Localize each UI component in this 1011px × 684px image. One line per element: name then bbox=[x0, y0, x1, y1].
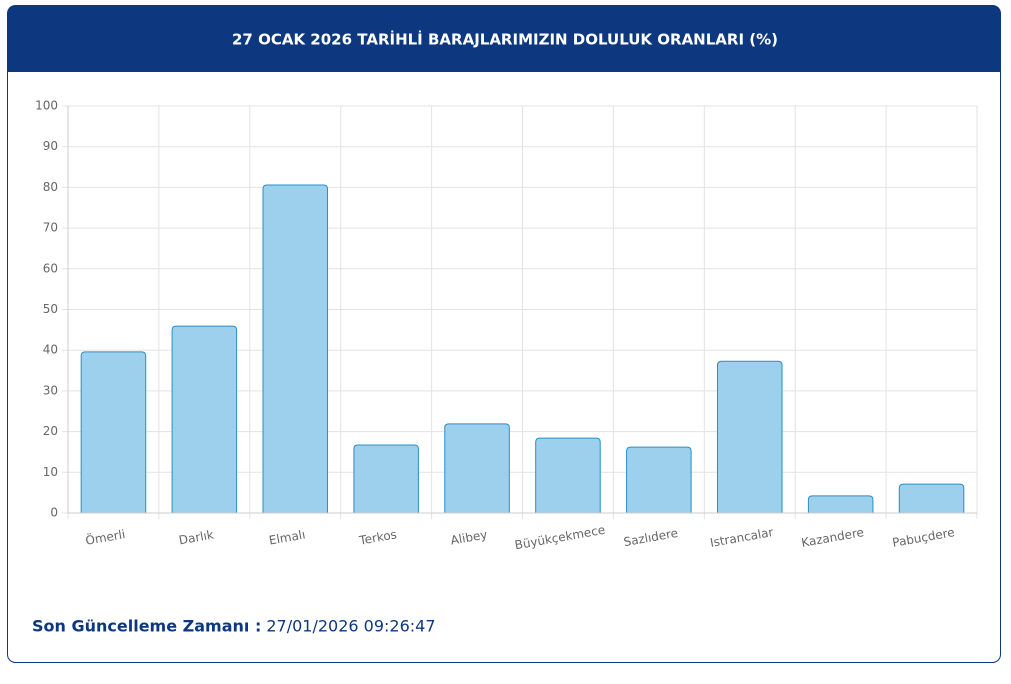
y-tick-label: 50 bbox=[43, 302, 58, 316]
footer-value: 27/01/2026 09:26:47 bbox=[266, 617, 435, 636]
y-tick-label: 100 bbox=[35, 99, 58, 113]
x-tick-label: Elmalı bbox=[268, 527, 307, 547]
bar bbox=[716, 360, 783, 514]
y-tick-label: 30 bbox=[43, 383, 58, 397]
x-tick-label: Terkos bbox=[357, 527, 398, 548]
bar bbox=[807, 495, 874, 514]
bar bbox=[626, 446, 692, 514]
y-tick-label: 40 bbox=[43, 343, 58, 357]
footer-label: Son Güncelleme Zamanı : bbox=[32, 617, 261, 636]
x-tick-label: Darlık bbox=[178, 528, 215, 548]
x-tick-label: Alibey bbox=[450, 527, 489, 547]
y-tick-label: 90 bbox=[43, 139, 58, 153]
y-tick-label: 80 bbox=[43, 180, 58, 194]
bar bbox=[535, 437, 601, 514]
bar bbox=[444, 423, 510, 514]
y-tick-label: 70 bbox=[43, 221, 58, 235]
y-tick-label: 0 bbox=[50, 506, 58, 520]
bar bbox=[80, 351, 147, 514]
y-tick-label: 20 bbox=[43, 424, 58, 438]
header bbox=[7, 5, 1001, 72]
bar bbox=[262, 184, 329, 514]
card bbox=[7, 5, 1001, 663]
bar bbox=[898, 483, 965, 514]
y-tick-label: 60 bbox=[43, 261, 58, 275]
bar bbox=[171, 325, 238, 514]
bar bbox=[353, 444, 419, 514]
y-tick-label: 10 bbox=[43, 465, 58, 479]
chart-title: 27 OCAK 2026 TARİHLİ BARAJLARIMIZIN DOLU… bbox=[232, 30, 778, 49]
